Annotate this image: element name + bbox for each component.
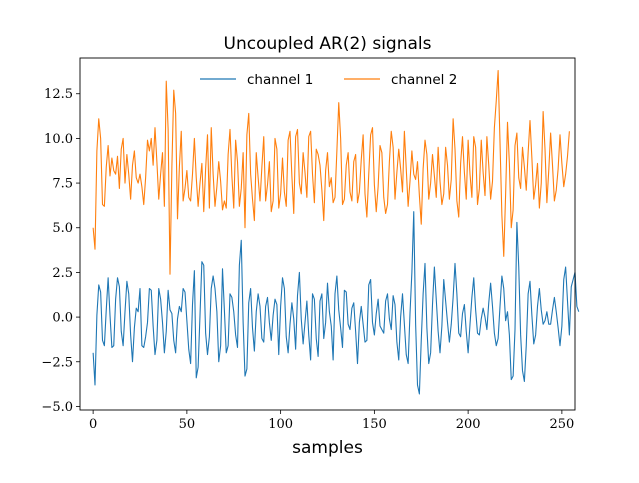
series-line-channel-2 xyxy=(92,69,570,275)
y-tick-label: 10.0 xyxy=(44,132,73,147)
y-tick-label: 7.5 xyxy=(52,177,73,192)
x-axis: 0 50 100 150 200 250 xyxy=(89,410,574,432)
x-tick-label: 0 xyxy=(89,417,97,432)
y-tick-label: 2.5 xyxy=(52,266,73,281)
x-tick-label: 150 xyxy=(362,417,387,432)
x-tick-label: 250 xyxy=(549,417,574,432)
legend: channel 1 channel 2 xyxy=(200,72,457,88)
y-tick-label: 5.0 xyxy=(52,221,73,236)
series-lines xyxy=(92,69,580,395)
y-tick-label: 12.5 xyxy=(44,87,73,102)
legend-label-channel-2: channel 2 xyxy=(391,72,457,88)
y-tick-label: −2.5 xyxy=(41,355,73,370)
x-tick-label: 100 xyxy=(268,417,293,432)
y-tick-label: 0.0 xyxy=(52,311,73,326)
x-tick-label: 200 xyxy=(456,417,481,432)
x-tick-label: 50 xyxy=(179,417,196,432)
x-axis-label: samples xyxy=(292,438,363,458)
legend-label-channel-1: channel 1 xyxy=(247,72,313,88)
chart-title: Uncoupled AR(2) signals xyxy=(224,34,432,54)
axes-frame xyxy=(79,57,576,411)
series-line-channel-1 xyxy=(92,211,580,395)
y-axis: −5.0 −2.5 0.0 2.5 5.0 7.5 10.0 12.5 xyxy=(41,87,80,415)
y-tick-label: −5.0 xyxy=(41,400,73,415)
